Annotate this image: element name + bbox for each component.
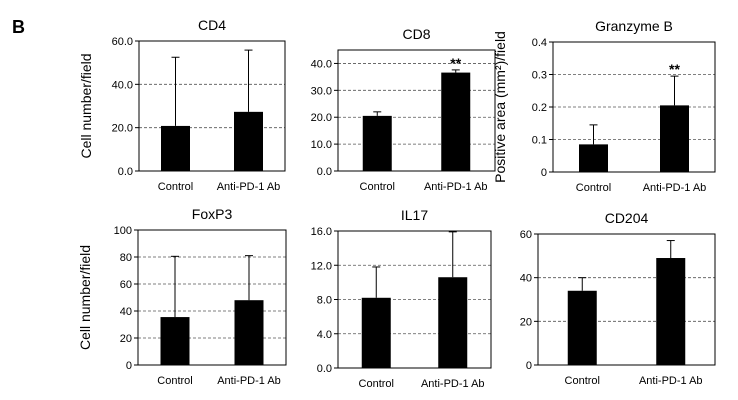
y-tick-label: 0: [126, 360, 132, 372]
x-category-label: Control: [359, 378, 394, 390]
significance-marker: **: [669, 61, 680, 77]
y-axis-label: Positive area (mm²)/field: [492, 31, 508, 183]
y-axis-label: Cell number/field: [77, 245, 93, 350]
bar: [441, 72, 471, 171]
chart-granzyme-b: 0 0.1 0.2 0.3 0.4 Control ** Anti-PD-1 Ab Granzy…: [492, 18, 716, 194]
plot-frame: [337, 230, 492, 369]
y-tick-label: 80: [120, 252, 132, 264]
chart-il17: 0.0 4.0 8.0 12.0 16.0 Control Anti-PD-1 Ab IL17: [311, 207, 492, 390]
y-tick-label: 0.1: [532, 135, 547, 147]
y-tick-label: 20.0: [311, 112, 332, 124]
bar: [234, 111, 263, 171]
chart-cd204: 0 20 40 60 Control Anti-PD-1 Ab CD204: [520, 210, 716, 387]
chart-cd4: 0.0 20.0 40.0 60.0 Control Anti-PD-1 Ab CD4 Cel…: [78, 17, 286, 193]
chart-title: CD204: [605, 210, 649, 226]
x-category-label: Anti-PD-1 Ab: [217, 181, 281, 193]
significance-marker: **: [450, 55, 461, 71]
y-tick-label: 0: [541, 167, 547, 179]
plot-frame: [337, 49, 496, 172]
y-tick-label: 100: [114, 225, 132, 237]
y-tick-label: 0.3: [532, 70, 547, 82]
bar: [438, 277, 468, 368]
y-tick-label: 0.0: [317, 166, 332, 178]
chart-title: FoxP3: [192, 206, 233, 222]
y-tick-label: 0.0: [317, 363, 332, 375]
bar: [660, 105, 689, 172]
chart-foxp3: 0 20 40 60 80 100 Control Anti-PD-1 Ab FoxP3 Cell…: [77, 206, 287, 387]
y-tick-label: 60.0: [112, 36, 133, 48]
chart-title: CD4: [198, 17, 226, 33]
chart-cd8: 0.0 10.0 20.0 30.0 40.0 Control ** Anti-PD-1 Ab…: [311, 26, 496, 193]
y-tick-label: 20: [120, 333, 132, 345]
chart-title: IL17: [401, 207, 428, 223]
chart-title: CD8: [402, 26, 430, 42]
x-category-label: Anti-PD-1 Ab: [424, 181, 488, 193]
y-tick-label: 0.0: [118, 166, 133, 178]
x-category-label: Control: [565, 375, 600, 387]
x-category-label: Control: [360, 181, 395, 193]
y-tick-label: 60: [120, 279, 132, 291]
y-tick-label: 8.0: [317, 295, 332, 307]
bar: [362, 115, 392, 171]
charts-group: 0.0 20.0 40.0 60.0 Control Anti-PD-1 Ab CD4 Cel…: [77, 17, 716, 390]
y-tick-label: 40.0: [311, 58, 332, 70]
bar: [161, 125, 190, 171]
plot-frame: [537, 233, 716, 366]
y-tick-label: 4.0: [317, 329, 332, 341]
y-tick-label: 40: [120, 306, 132, 318]
x-category-label: Anti-PD-1 Ab: [217, 375, 281, 387]
panel-label: B: [12, 17, 25, 37]
bar: [579, 144, 608, 172]
plot-frame: [138, 40, 286, 172]
y-tick-label: 40: [520, 273, 532, 285]
plot-frame: [552, 41, 716, 173]
x-category-label: Control: [576, 182, 611, 194]
y-tick-label: 40.0: [112, 79, 133, 91]
chart-title: Granzyme B: [595, 18, 673, 34]
y-tick-label: 20: [520, 316, 532, 328]
bar: [361, 297, 391, 368]
x-category-label: Control: [158, 181, 193, 193]
y-tick-label: 12.0: [311, 260, 332, 272]
x-category-label: Anti-PD-1 Ab: [639, 375, 703, 387]
plot-frame: [137, 229, 287, 366]
bar: [160, 317, 190, 365]
y-tick-label: 0.2: [532, 102, 547, 114]
y-axis-label: Cell number/field: [78, 53, 94, 158]
y-tick-label: 60: [520, 229, 532, 241]
x-category-label: Control: [157, 375, 192, 387]
x-category-label: Anti-PD-1 Ab: [421, 378, 485, 390]
y-tick-label: 30.0: [311, 85, 332, 97]
bar: [234, 300, 264, 365]
y-tick-label: 20.0: [112, 123, 133, 135]
y-tick-label: 0: [526, 360, 532, 372]
bar: [656, 258, 686, 365]
y-tick-label: 16.0: [311, 226, 332, 238]
bar: [567, 290, 597, 365]
x-category-label: Anti-PD-1 Ab: [643, 182, 707, 194]
y-tick-label: 0.4: [532, 37, 547, 49]
y-tick-label: 10.0: [311, 139, 332, 151]
